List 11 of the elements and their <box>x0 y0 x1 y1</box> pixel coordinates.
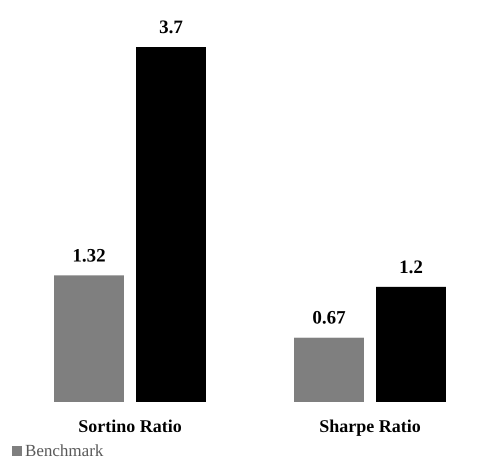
x-tick-label: Sortino Ratio <box>78 416 182 436</box>
bar <box>294 338 364 402</box>
data-label: 0.67 <box>312 308 346 329</box>
bar <box>54 275 124 402</box>
data-label: 1.2 <box>399 256 423 278</box>
bar <box>376 286 446 402</box>
legend-label: Benchmark <box>25 441 104 460</box>
bar <box>136 47 206 402</box>
data-label: 3.7 <box>159 17 184 38</box>
x-tick-label: Sharpe Ratio <box>319 416 421 436</box>
data-label: 1.32 <box>72 245 106 266</box>
